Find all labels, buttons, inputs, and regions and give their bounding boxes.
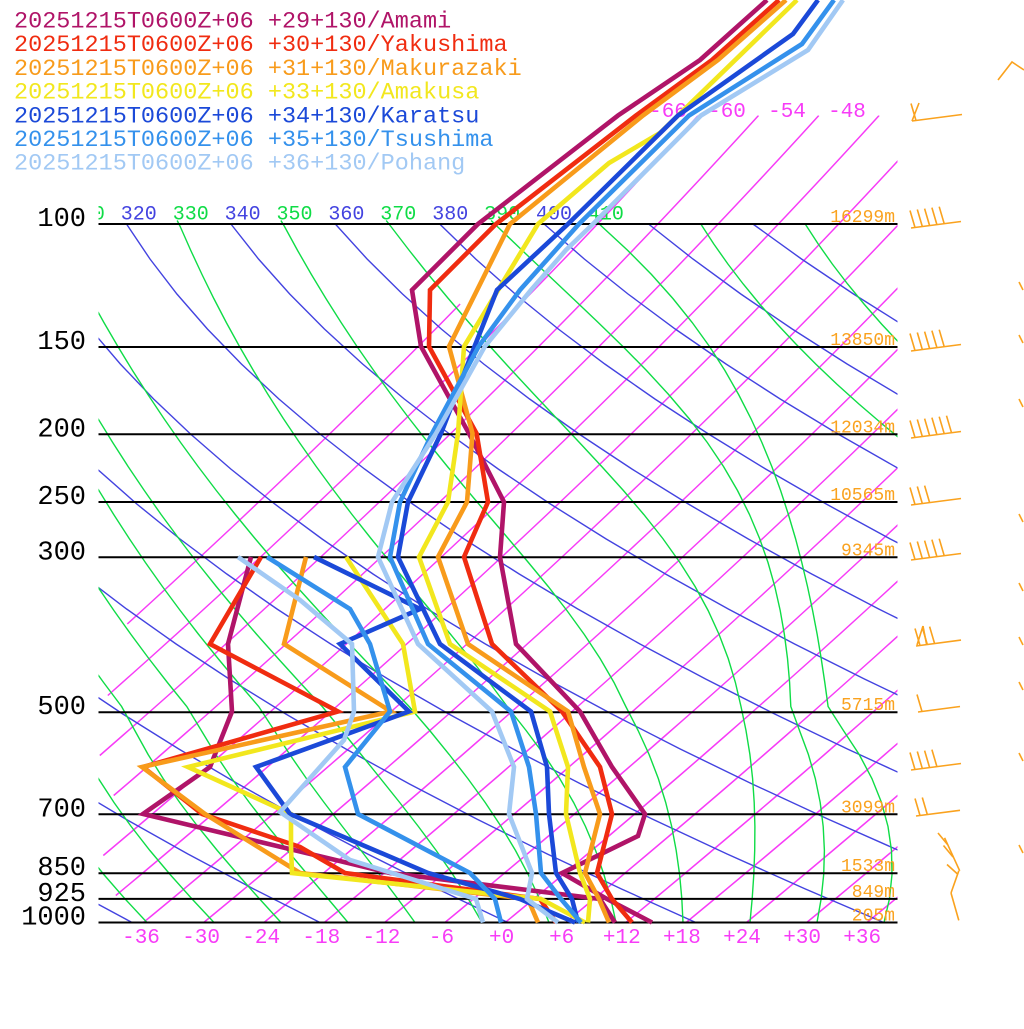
- svg-text:13850m: 13850m: [830, 331, 895, 351]
- svg-text:250: 250: [37, 483, 86, 513]
- svg-text:-18: -18: [302, 927, 340, 950]
- svg-text:350: 350: [276, 204, 312, 227]
- svg-text:+18: +18: [663, 927, 701, 950]
- svg-text:20251215T0600Z+06 +33+130/Amak: 20251215T0600Z+06 +33+130/Amakusa: [14, 80, 479, 107]
- svg-text:+6: +6: [549, 927, 574, 950]
- svg-text:16299m: 16299m: [830, 208, 895, 228]
- svg-text:20251215T0600Z+06 +30+130/Yaku: 20251215T0600Z+06 +30+130/Yakushima: [14, 32, 508, 59]
- svg-text:20251215T0600Z+06 +29+130/Amam: 20251215T0600Z+06 +29+130/Amami: [14, 9, 451, 36]
- svg-text:5715m: 5715m: [841, 696, 895, 716]
- svg-text:+12: +12: [603, 927, 641, 950]
- svg-text:205m: 205m: [852, 907, 895, 927]
- svg-text:380: 380: [432, 204, 468, 227]
- svg-text:330: 330: [173, 204, 209, 227]
- svg-text:-36: -36: [122, 927, 160, 950]
- svg-text:+30: +30: [783, 927, 821, 950]
- svg-text:+24: +24: [723, 927, 761, 950]
- svg-text:-48: -48: [828, 101, 866, 124]
- svg-text:849m: 849m: [852, 883, 895, 903]
- svg-text:9345m: 9345m: [841, 541, 895, 561]
- svg-text:20251215T0600Z+06 +35+130/Tsus: 20251215T0600Z+06 +35+130/Tsushima: [14, 127, 493, 154]
- svg-text:300: 300: [37, 538, 86, 568]
- svg-text:320: 320: [121, 204, 157, 227]
- svg-text:200: 200: [37, 415, 86, 445]
- svg-text:100: 100: [37, 205, 86, 235]
- svg-text:925: 925: [37, 880, 86, 910]
- svg-text:20251215T0600Z+06 +36+130/Poha: 20251215T0600Z+06 +36+130/Pohang: [14, 151, 465, 178]
- svg-text:3099m: 3099m: [841, 798, 895, 818]
- svg-text:-6: -6: [429, 927, 454, 950]
- svg-text:10565m: 10565m: [830, 486, 895, 506]
- svg-text:-54: -54: [768, 101, 806, 124]
- svg-text:-12: -12: [362, 927, 400, 950]
- svg-text:370: 370: [380, 204, 416, 227]
- svg-text:12034m: 12034m: [830, 418, 895, 438]
- svg-text:+36: +36: [843, 927, 881, 950]
- svg-text:1533m: 1533m: [841, 857, 895, 877]
- svg-text:700: 700: [37, 795, 86, 825]
- svg-text:+0: +0: [489, 927, 514, 950]
- svg-text:1000: 1000: [21, 904, 86, 934]
- svg-text:150: 150: [37, 328, 86, 358]
- svg-text:850: 850: [37, 854, 86, 884]
- svg-text:500: 500: [37, 693, 86, 723]
- svg-text:360: 360: [328, 204, 364, 227]
- svg-text:20251215T0600Z+06 +34+130/Kara: 20251215T0600Z+06 +34+130/Karatsu: [14, 103, 479, 130]
- svg-text:310: 310: [69, 204, 105, 227]
- svg-text:-30: -30: [182, 927, 220, 950]
- svg-text:340: 340: [225, 204, 261, 227]
- svg-text:-24: -24: [242, 927, 280, 950]
- svg-text:-60: -60: [708, 101, 746, 124]
- svg-text:20251215T0600Z+06 +31+130/Maku: 20251215T0600Z+06 +31+130/Makurazaki: [14, 56, 522, 83]
